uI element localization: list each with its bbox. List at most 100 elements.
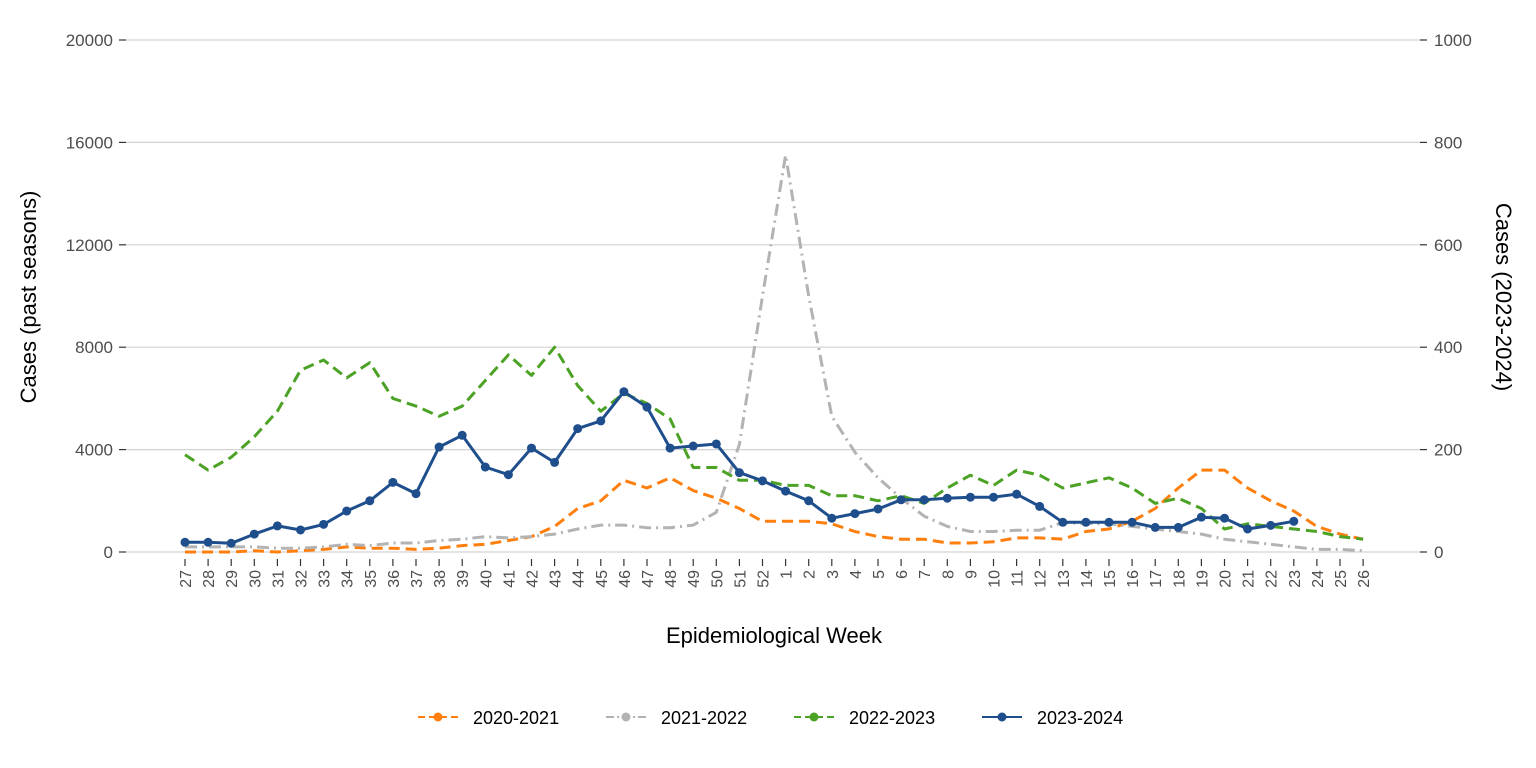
x-tick-label: 45 [594,570,611,588]
x-tick-label: 21 [1241,570,1258,588]
x-tick-label: 12 [1033,570,1050,588]
data-point [342,506,352,516]
x-axis-title: Epidemiological Week [666,623,883,648]
x-tick-label: 22 [1264,570,1281,588]
x-tick-label: 9 [963,570,980,579]
x-tick-label: 30 [247,570,264,588]
legend-item: 2023-2024 [982,708,1123,728]
gridlines [126,39,1420,553]
legend-label: 2022-2023 [849,708,935,728]
x-tick-label: 43 [548,570,565,588]
x-tick-label: 35 [363,570,380,588]
x-tick-label: 2 [802,570,819,579]
x-tick-label: 1 [779,570,796,579]
data-point [365,496,375,506]
data-point [319,519,329,529]
data-point [873,504,883,514]
x-tick-label: 49 [686,570,703,588]
x-tick-label: 8 [940,570,957,579]
y-right-tick-label: 400 [1434,338,1462,357]
x-tick-label: 20 [1218,570,1235,588]
y-right-tick-label: 200 [1434,441,1462,460]
series-line-2023-2024 [185,390,1295,545]
y-left-tick-label: 20000 [66,31,113,50]
data-point [503,470,513,480]
legend-marker [997,712,1007,722]
x-tick-label: 46 [617,570,634,588]
data-point [1173,522,1183,532]
x-tick-label: 41 [501,570,518,588]
legend-marker [621,712,631,722]
data-point [203,537,213,547]
data-point [619,387,629,397]
x-tick-label: 27 [178,570,195,588]
series-line-2020-2021 [185,468,1364,554]
series-group [180,153,1364,554]
x-tick-label: 26 [1356,570,1373,588]
legend-label: 2020-2021 [473,708,559,728]
legend-label: 2021-2022 [661,708,747,728]
y-axis-left: 0 4000 8000 12000 16000 20000 [66,31,126,562]
data-point [411,489,421,499]
legend-item: 2021-2022 [606,708,747,728]
data-point [896,495,906,505]
y-right-tick-label: 600 [1434,236,1462,255]
data-point [804,496,814,506]
x-tick-label: 39 [455,570,472,588]
data-point [1058,517,1068,527]
data-point [596,416,606,426]
data-point [434,442,444,452]
y-left-tick-label: 0 [104,543,113,562]
data-point [665,443,675,453]
data-point [758,476,767,486]
data-point [480,462,490,472]
legend-label: 2023-2024 [1037,708,1123,728]
x-tick-label: 15 [1102,570,1119,588]
data-point [226,538,236,548]
data-point [989,492,998,502]
x-tick-label: 29 [224,570,241,588]
x-tick-label: 36 [386,570,403,588]
data-point [1150,522,1160,532]
x-tick-label: 51 [732,570,749,588]
data-point [1196,512,1206,522]
data-point [1081,517,1091,527]
data-point [1220,513,1229,523]
y-axis-right: 0 200 400 600 800 1000 [1420,31,1472,562]
data-point [573,424,583,434]
data-point [296,525,305,535]
x-tick-label: 34 [340,570,357,588]
data-point [1127,517,1137,527]
legend-marker [809,712,819,722]
data-point [272,521,282,531]
x-tick-label: 19 [1194,570,1211,588]
data-point [249,529,259,539]
series-2023-2024 [180,387,1299,548]
legend: 2020-2021 2021-2022 2022-2023 2023-2024 [418,708,1123,728]
x-tick-label: 24 [1310,570,1327,588]
series-2021-2022 [185,153,1364,553]
data-point [734,468,744,478]
data-point [180,537,190,547]
data-point [781,486,791,496]
x-tick-label: 23 [1287,570,1304,588]
data-point [1035,501,1045,511]
x-tick-label: 33 [317,570,334,588]
x-tick-label: 6 [894,570,911,579]
x-tick-label: 40 [478,570,495,588]
x-tick-label: 52 [756,570,773,588]
y-right-tick-label: 0 [1434,543,1443,562]
x-tick-label: 32 [294,570,311,588]
x-tick-label: 25 [1333,570,1350,588]
x-tick-label: 17 [1148,570,1165,588]
x-tick-label: 7 [917,570,934,579]
y-left-tick-label: 4000 [75,441,113,460]
data-point [550,457,560,467]
x-tick-label: 14 [1079,570,1096,588]
data-point [1289,516,1299,526]
series-line-2022-2023 [184,345,1364,541]
data-point [1266,520,1276,530]
data-point [942,493,952,503]
data-point [1012,489,1022,499]
